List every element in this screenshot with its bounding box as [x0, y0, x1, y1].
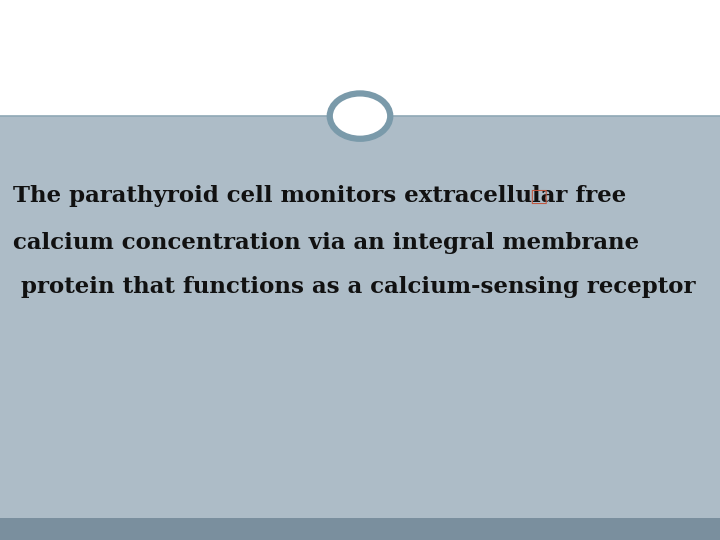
Text: calcium concentration via an integral membrane: calcium concentration via an integral me… [13, 232, 639, 254]
Text: □: □ [529, 187, 548, 206]
Bar [0, 116, 720, 518]
Text: protein that functions as a calcium-sensing receptor: protein that functions as a calcium-sens… [13, 276, 696, 298]
Bar [0, 0, 720, 116]
Text: The parathyroid cell monitors extracellular free: The parathyroid cell monitors extracellu… [13, 185, 626, 207]
Bar [0, 518, 720, 540]
Circle shape [330, 93, 390, 139]
